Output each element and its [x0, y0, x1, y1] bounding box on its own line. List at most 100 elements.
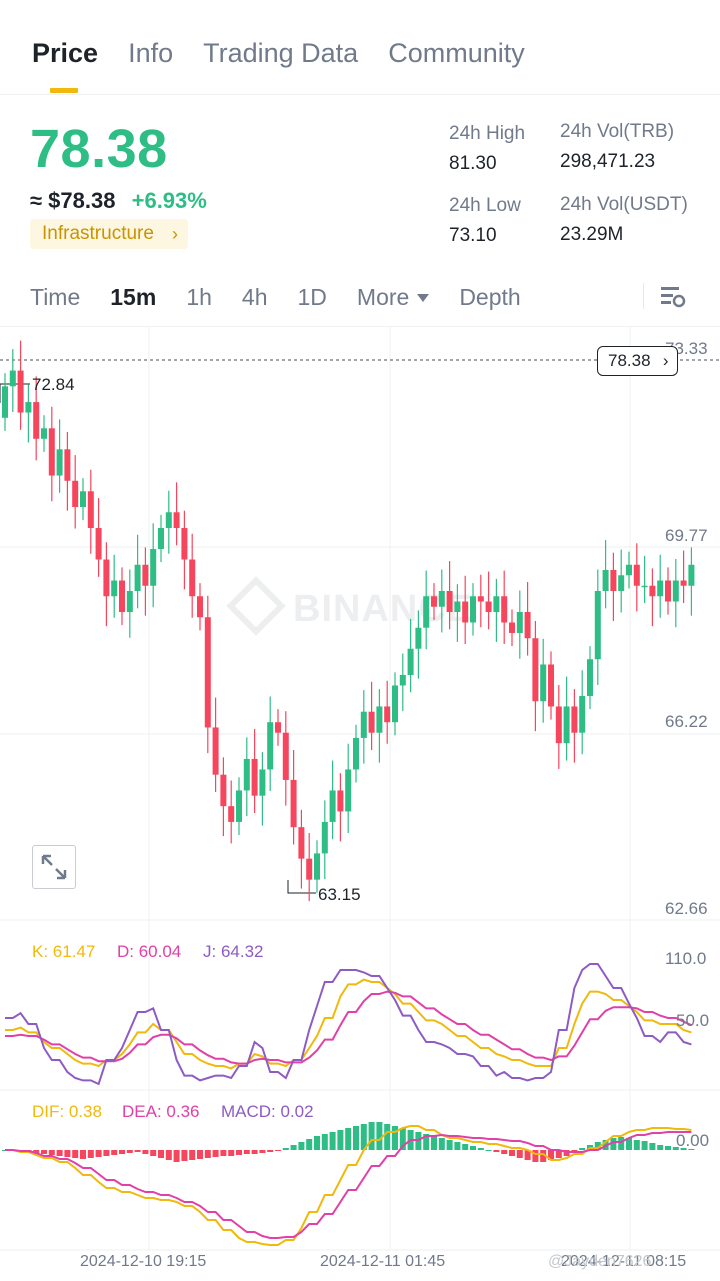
candle-body	[173, 512, 180, 529]
macd-histogram-bar	[337, 1130, 344, 1150]
candle-body	[111, 580, 118, 597]
candle-body	[165, 512, 172, 529]
kdj-j-line	[5, 963, 692, 1086]
price-axis-label: 69.77	[665, 526, 708, 545]
timeframe-4h[interactable]: 4h	[241, 284, 268, 310]
candle-body	[641, 585, 648, 588]
chart-top-divider	[0, 326, 720, 327]
candle-body	[360, 711, 367, 738]
expand-chart-button[interactable]	[32, 845, 76, 889]
macd-histogram-bar	[446, 1140, 453, 1150]
macd-histogram-bar	[509, 1150, 515, 1156]
candle-body	[329, 790, 336, 822]
candle-body	[454, 601, 461, 612]
macd-histogram-bar	[688, 1149, 695, 1150]
timeframe-1d[interactable]: 1D	[297, 284, 327, 310]
macd-histogram-bar	[290, 1145, 297, 1150]
macd-histogram-bar	[555, 1150, 562, 1158]
candle-body	[618, 575, 625, 591]
macd-histogram-bar	[423, 1134, 430, 1150]
macd-dif-line	[5, 1125, 692, 1246]
low-marker-line	[287, 880, 316, 894]
approx-usd-price: ≈ $78.38	[30, 188, 116, 213]
candle-body	[212, 727, 219, 775]
macd-histogram-bar	[477, 1148, 484, 1150]
candle-body	[571, 706, 578, 733]
candle-body	[485, 601, 492, 612]
candle-body	[259, 769, 266, 796]
price-axis-label: 66.22	[665, 712, 708, 731]
macd-dif-label: DIF: 0.38	[32, 1102, 102, 1121]
candle-body	[142, 564, 149, 586]
timeframe-divider	[643, 283, 644, 309]
stat-label: 24h High	[449, 123, 526, 144]
macd-histogram-bar	[594, 1142, 601, 1150]
candle-body	[126, 590, 133, 612]
timeframe-1h[interactable]: 1h	[186, 284, 212, 310]
candle-body	[95, 528, 102, 560]
chart-settings-icon[interactable]	[660, 284, 686, 310]
macd-histogram-bar	[493, 1150, 500, 1152]
macd-histogram-bar	[275, 1150, 281, 1151]
price-axis-label: 62.66	[665, 899, 708, 918]
macd-histogram-bar	[298, 1142, 305, 1150]
macd-histogram-bar	[56, 1150, 63, 1156]
candle-body	[2, 386, 8, 418]
macd-histogram-bar	[111, 1150, 118, 1155]
timeframe-more[interactable]: More	[357, 284, 429, 311]
kdj-d-line	[5, 990, 692, 1065]
macd-histogram-bar	[72, 1150, 79, 1158]
candle-body	[9, 370, 16, 387]
candle-body	[540, 664, 547, 702]
macd-histogram-bar	[33, 1150, 40, 1153]
tab-trading-data[interactable]: Trading Data	[203, 38, 359, 68]
last-price-tag[interactable]: 78.38 ›	[597, 346, 678, 376]
date-axis-label: 2024-12-11 01:45	[320, 1253, 446, 1270]
macd-histogram-bar	[360, 1124, 367, 1150]
stat-value: 73.10	[449, 225, 497, 246]
macd-histogram-bar	[649, 1143, 656, 1150]
stat-label: 24h Low	[449, 195, 521, 216]
macd-histogram-bar	[314, 1136, 320, 1150]
macd-histogram-bar	[431, 1136, 437, 1150]
macd-histogram-bar	[399, 1128, 406, 1150]
macd-histogram-bar	[353, 1126, 359, 1150]
candle-body	[134, 564, 141, 591]
timeframe-bar: Time 15m 1h 4h 1D More Depth	[30, 284, 551, 311]
candle-body	[688, 564, 695, 586]
tab-price[interactable]: Price	[32, 38, 99, 93]
candle-body	[376, 706, 383, 733]
timeframe-15m[interactable]: 15m	[110, 284, 157, 310]
date-axis-label: 2024-12-11 08:15	[561, 1253, 687, 1270]
tab-info[interactable]: Info	[128, 38, 174, 68]
stat-24h-vol-base: 24h Vol(TRB) 298,471.23	[560, 121, 674, 173]
macd-histogram-bar	[306, 1139, 313, 1150]
expand-icon	[41, 854, 67, 880]
macd-histogram-bar	[236, 1150, 242, 1155]
macd-histogram-bar	[657, 1145, 664, 1150]
category-tag[interactable]: Infrastructure ›	[30, 219, 188, 249]
macd-histogram-bar	[48, 1150, 55, 1155]
macd-histogram-bar	[672, 1147, 679, 1150]
tab-community[interactable]: Community	[388, 38, 525, 68]
macd-histogram-bar	[618, 1137, 625, 1150]
macd-histogram-bar	[610, 1138, 617, 1150]
macd-histogram-bar	[95, 1150, 102, 1157]
macd-histogram-bar	[267, 1150, 274, 1152]
macd-histogram-bar	[633, 1140, 640, 1150]
candle-body	[415, 627, 422, 649]
stat-label: 24h Vol(TRB)	[560, 121, 675, 142]
timeframe-time[interactable]: Time	[30, 284, 81, 310]
candle-body	[306, 858, 313, 880]
candle-body	[563, 706, 570, 744]
macd-histogram-bar	[220, 1150, 227, 1156]
candle-body	[56, 449, 63, 476]
macd-histogram-bar	[228, 1150, 235, 1156]
macd-histogram-bar	[119, 1150, 125, 1154]
header-divider	[0, 94, 720, 95]
timeframe-depth[interactable]: Depth	[459, 284, 521, 310]
macd-histogram-bar	[501, 1150, 508, 1154]
macd-histogram-bar	[680, 1148, 687, 1150]
candle-body	[290, 779, 297, 828]
